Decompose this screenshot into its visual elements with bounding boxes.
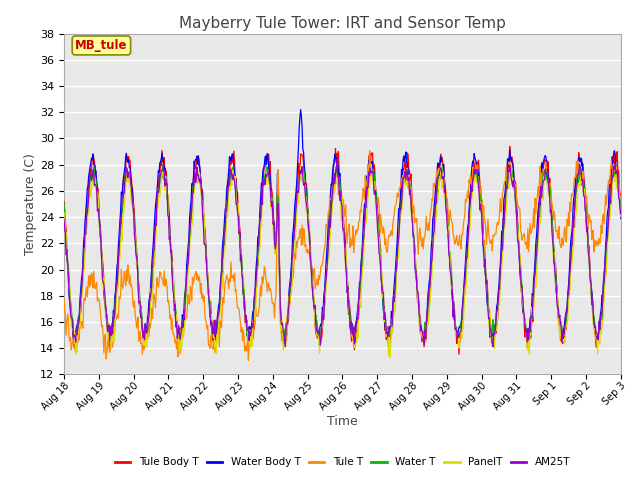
Legend: Tule Body T, Water Body T, Tule T, Water T, PanelT, AM25T: Tule Body T, Water Body T, Tule T, Water…	[111, 453, 574, 471]
X-axis label: Time: Time	[327, 415, 358, 428]
Y-axis label: Temperature (C): Temperature (C)	[24, 153, 37, 255]
Text: MB_tule: MB_tule	[75, 39, 127, 52]
Title: Mayberry Tule Tower: IRT and Sensor Temp: Mayberry Tule Tower: IRT and Sensor Temp	[179, 16, 506, 31]
